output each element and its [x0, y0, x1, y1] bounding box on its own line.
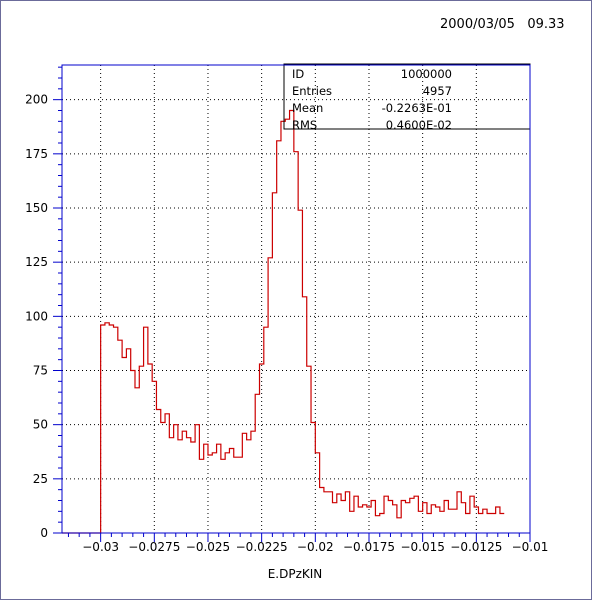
- x-axis-label: E.DPzKIN: [268, 567, 323, 581]
- y-tick-label: 175: [25, 147, 48, 161]
- histogram-line: [62, 109, 505, 534]
- x-tick-label: −0.025: [186, 540, 230, 554]
- stats-box: ID 1000000 Entries 4957 Mean -0.2263E-01 RMS 0.…: [283, 63, 531, 132]
- x-tick-label: −0.0225: [236, 540, 288, 554]
- x-tick-label: −0.03: [82, 540, 119, 554]
- stats-value: 1000000: [401, 67, 452, 81]
- stats-label: Entries: [292, 84, 332, 98]
- stats-label: ID: [292, 67, 304, 81]
- stats-value: 4957: [423, 84, 452, 98]
- y-tick-label: 0: [40, 526, 48, 540]
- y-tick-label: 50: [33, 418, 48, 432]
- axes: −0.03 −0.0275 −0.025 −0.0225 −0.02 −0.0175 −0.…: [25, 64, 549, 554]
- y-tick-label: 150: [25, 201, 48, 215]
- plot-frame: [61, 64, 531, 534]
- x-tick-label: −0.015: [400, 540, 444, 554]
- timestamp: 2000/03/05 09.33: [440, 17, 565, 32]
- x-tick-label: −0.02: [297, 540, 334, 554]
- y-tick-label: 25: [33, 472, 48, 486]
- x-tick-label: −0.0175: [343, 540, 395, 554]
- histogram-series: [62, 109, 505, 534]
- y-tick-label: 75: [33, 364, 48, 378]
- stats-value: -0.2263E-01: [382, 101, 452, 115]
- stats-label: Mean: [292, 101, 323, 115]
- x-tick-label: −0.01: [512, 540, 549, 554]
- stats-value: 0.4600E-02: [386, 118, 452, 132]
- y-tick-label: 125: [25, 255, 48, 269]
- x-tick-label: −0.0275: [128, 540, 180, 554]
- stats-label: RMS: [292, 118, 317, 132]
- y-tick-label: 100: [25, 309, 48, 323]
- x-tick-label: −0.0125: [450, 540, 502, 554]
- y-tick-label: 200: [25, 93, 48, 107]
- grid-lines: [62, 65, 531, 534]
